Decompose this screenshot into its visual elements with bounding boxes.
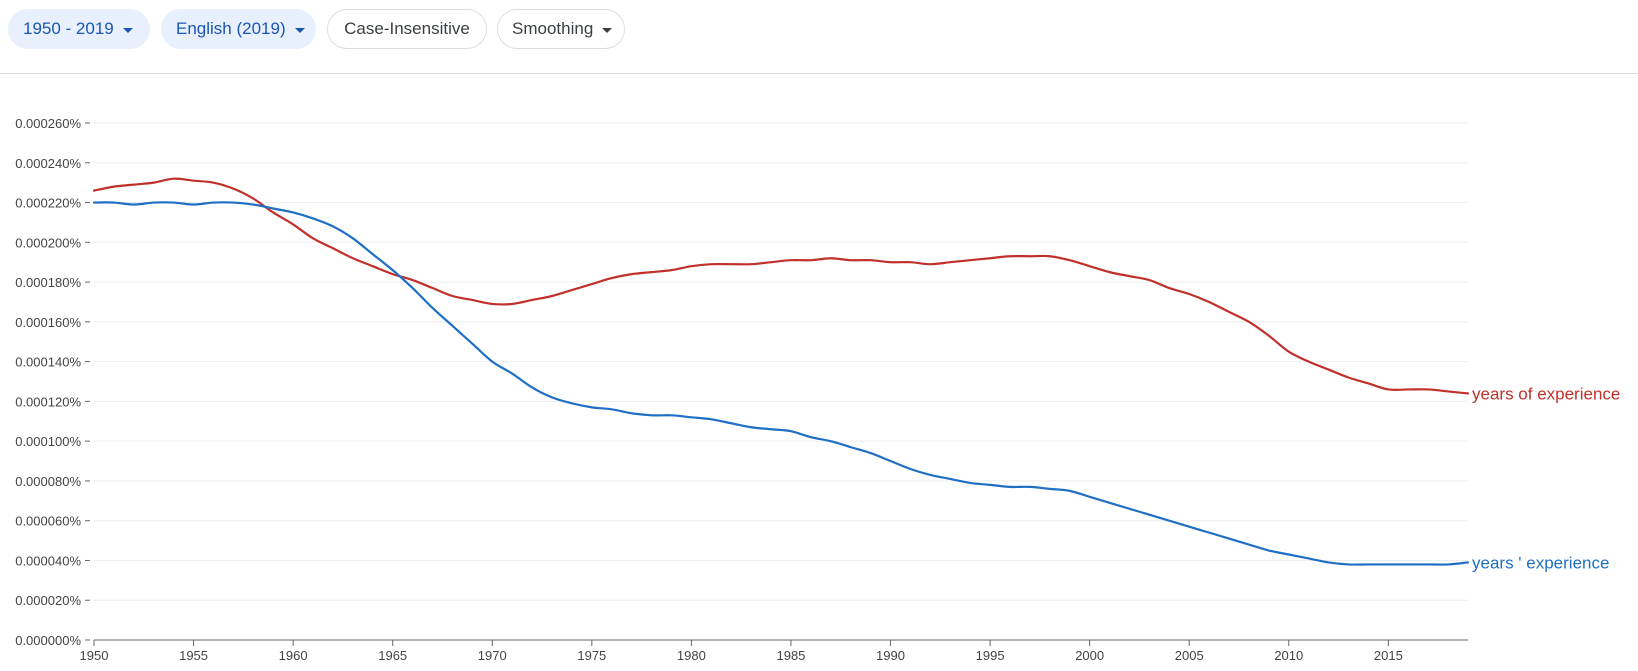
ngram-chart: 0.000000% 0.000020% 0.000040% 0.000060% 0.00… <box>0 74 1638 666</box>
y-tick-label: 0.000060% <box>15 514 81 529</box>
x-tick-label: 1995 <box>976 648 1005 663</box>
grid-layer <box>94 122 1468 601</box>
ngram-chart-svg: 0.000000% 0.000020% 0.000040% 0.000060% 0.00… <box>15 116 1620 663</box>
x-tick-label: 1965 <box>378 648 407 663</box>
y-tick-label: 0.000080% <box>15 474 81 489</box>
y-tick-label: 0.000140% <box>15 355 81 370</box>
y-tick-label: 0.000180% <box>15 275 81 290</box>
y-tick-label: 0.000020% <box>15 593 81 608</box>
series-label-layer: years of experience years ' experience <box>1472 384 1620 572</box>
series-layer <box>92 177 1470 566</box>
series-years-apostrophe-experience-line <box>92 201 1470 566</box>
x-tick-label: 2005 <box>1175 648 1204 663</box>
smoothing-dropdown[interactable]: Smoothing <box>497 9 625 49</box>
y-tick-label: 0.000040% <box>15 553 81 568</box>
caret-down-icon <box>294 28 305 33</box>
x-tick-label: 1960 <box>279 648 308 663</box>
y-tick-label: 0.000240% <box>15 156 81 171</box>
case-insensitive-label: Case-Insensitive <box>344 19 470 38</box>
x-tick-label: 1990 <box>876 648 905 663</box>
y-tick-label: 0.000120% <box>15 394 81 409</box>
y-tick-label: 0.000220% <box>15 196 81 211</box>
x-tick-label: 1955 <box>179 648 208 663</box>
corpus-dropdown[interactable]: English (2019) <box>161 9 316 49</box>
year-range-dropdown[interactable]: 1950 - 2019 <box>8 9 150 49</box>
x-tick-label: 1970 <box>478 648 507 663</box>
toolbar: 1950 - 2019 English (2019) Case-Insensit… <box>0 0 1638 74</box>
corpus-label: English (2019) <box>176 19 286 38</box>
x-tick-label: 2015 <box>1374 648 1403 663</box>
caret-down-icon <box>602 28 613 33</box>
y-tick-label: 0.000000% <box>15 633 81 648</box>
y-tick-label: 0.000260% <box>15 116 81 131</box>
caret-down-icon <box>122 28 133 33</box>
x-tick-label: 1950 <box>80 648 109 663</box>
y-tick-label: 0.000200% <box>15 235 81 250</box>
series-years-of-experience-line <box>92 177 1470 395</box>
x-tick-label: 1985 <box>776 648 805 663</box>
axis-layer: 0.000000% 0.000020% 0.000040% 0.000060% 0.00… <box>15 116 1468 663</box>
case-insensitive-toggle[interactable]: Case-Insensitive <box>327 9 487 49</box>
year-range-label: 1950 - 2019 <box>23 19 114 38</box>
x-tick-label: 1980 <box>677 648 706 663</box>
x-tick-label: 1975 <box>577 648 606 663</box>
smoothing-label: Smoothing <box>512 19 594 38</box>
series-years-of-experience-label: years of experience <box>1472 384 1620 403</box>
y-tick-label: 0.000100% <box>15 434 81 449</box>
x-tick-label: 2000 <box>1075 648 1104 663</box>
x-tick-label: 2010 <box>1274 648 1303 663</box>
y-tick-label: 0.000160% <box>15 315 81 330</box>
series-years-apostrophe-experience-label: years ' experience <box>1472 553 1609 572</box>
